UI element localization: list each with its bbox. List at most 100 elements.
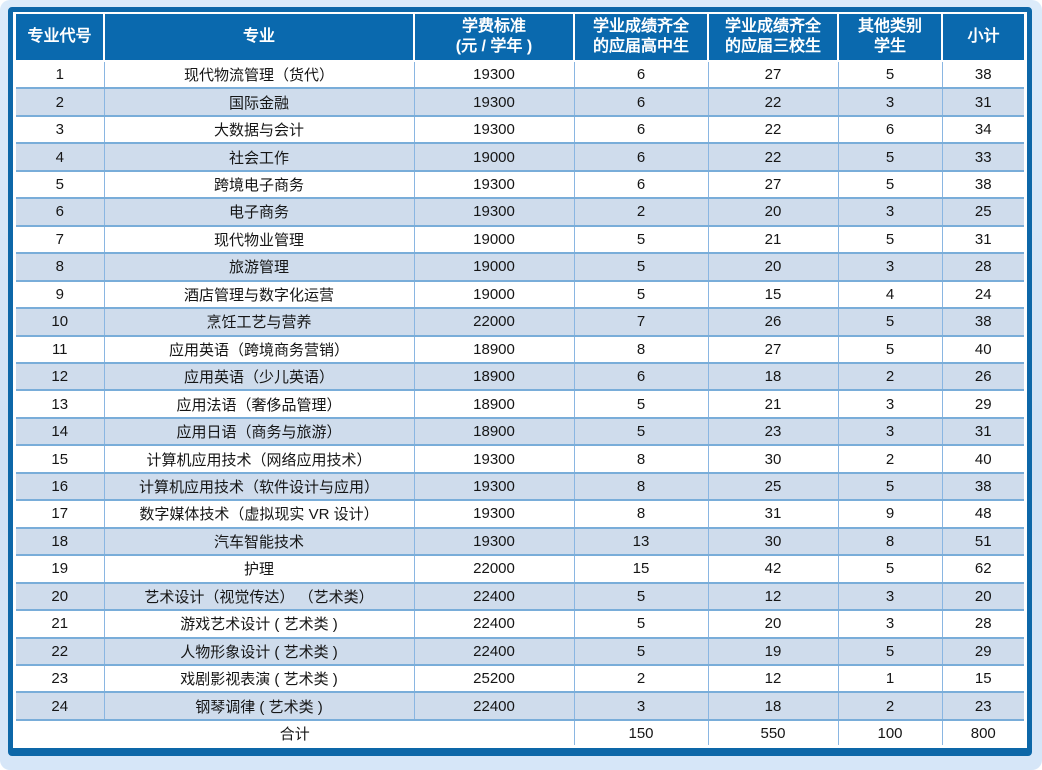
subtotal-cell: 29 [942,390,1024,419]
table-row: 23 戏剧影视表演 ( 艺术类 ) 25200 2 12 1 15 [16,664,1024,694]
other-count-cell: 5 [838,225,943,255]
highschool-count-cell: 7 [574,308,709,337]
highschool-count-cell: 5 [574,610,709,639]
highschool-count-cell: 6 [574,115,709,145]
major-name-cell: 国际金融 [104,88,415,117]
highschool-count-cell: 3 [574,692,709,721]
other-count-cell: 8 [838,527,943,557]
highschool-count-cell: 8 [574,472,709,502]
sanxiao-count-cell: 31 [708,500,839,529]
highschool-count-cell: 5 [574,582,709,612]
total-subtotal-cell: 800 [942,720,1024,745]
tuition-cell: 18900 [414,335,575,365]
highschool-count-cell: 5 [574,417,709,447]
table-row: 8 旅游管理 19000 5 20 3 28 [16,253,1024,282]
major-name-cell: 戏剧影视表演 ( 艺术类 ) [104,664,415,694]
table-header: 专业代号 专业 学费标准 (元 / 学年 ) 学业成绩齐全 的应届高中生 学业成 [16,14,1024,62]
other-count-cell: 3 [838,198,943,227]
major-name-cell: 应用法语（奢侈品管理） [104,390,415,419]
major-name-cell: 现代物业管理 [104,225,415,255]
major-name-cell: 旅游管理 [104,253,415,282]
other-count-cell: 3 [838,417,943,447]
highschool-count-cell: 5 [574,253,709,282]
major-code-cell: 23 [16,664,105,694]
major-name-cell: 计算机应用技术（网络应用技术） [104,445,415,474]
other-count-cell: 5 [838,170,943,200]
subtotal-cell: 23 [942,692,1024,721]
total-label-cell: 合计 [16,720,575,745]
other-count-cell: 5 [838,637,943,666]
highschool-count-cell: 6 [574,61,709,90]
highschool-count-cell: 8 [574,335,709,365]
tuition-cell: 19300 [414,472,575,502]
table-row: 24 钢琴调律 ( 艺术类 ) 22400 3 18 2 23 [16,692,1024,721]
sanxiao-count-cell: 23 [708,417,839,447]
major-name-cell: 应用英语（跨境商务营销） [104,335,415,365]
sanxiao-count-cell: 42 [708,555,839,584]
subtotal-cell: 38 [942,170,1024,200]
sanxiao-count-cell: 27 [708,61,839,90]
table-row: 9 酒店管理与数字化运营 19000 5 15 4 24 [16,280,1024,310]
subtotal-cell: 24 [942,280,1024,310]
other-count-cell: 2 [838,362,943,392]
major-code-cell: 22 [16,637,105,666]
highschool-count-cell: 5 [574,390,709,419]
major-name-cell: 钢琴调律 ( 艺术类 ) [104,692,415,721]
sanxiao-count-cell: 20 [708,610,839,639]
table-row: 17 数字媒体技术（虚拟现实 VR 设计） 19300 8 31 9 48 [16,500,1024,529]
subtotal-cell: 28 [942,610,1024,639]
table-footer: 合计 150 550 100 800 [16,720,1024,745]
highschool-count-cell: 5 [574,225,709,255]
subtotal-cell: 34 [942,115,1024,145]
major-code-cell: 24 [16,692,105,721]
table-body: 1 现代物流管理（货代） 19300 6 27 5 38 2 国际金融 19300 6 22 3 31 3 大… [16,61,1024,721]
other-count-cell: 2 [838,692,943,721]
major-code-cell: 6 [16,198,105,227]
tuition-cell: 19000 [414,143,575,172]
major-name-cell: 社会工作 [104,143,415,172]
highschool-count-cell: 6 [574,143,709,172]
tuition-cell: 18900 [414,417,575,447]
major-code-cell: 16 [16,472,105,502]
major-code-cell: 13 [16,390,105,419]
sanxiao-count-cell: 30 [708,527,839,557]
major-code-cell: 9 [16,280,105,310]
table-row: 6 电子商务 19300 2 20 3 25 [16,198,1024,227]
other-count-cell: 2 [838,445,943,474]
major-code-cell: 1 [16,61,105,90]
tuition-cell: 18900 [414,390,575,419]
total-highschool-cell: 150 [574,720,709,745]
major-code-cell: 15 [16,445,105,474]
major-code-cell: 2 [16,88,105,117]
major-code-cell: 3 [16,115,105,145]
subtotal-cell: 28 [942,253,1024,282]
major-name-cell: 艺术设计（视觉传达） （艺术类） [104,582,415,612]
major-name-cell: 计算机应用技术（软件设计与应用） [104,472,415,502]
major-code-cell: 8 [16,253,105,282]
other-count-cell: 9 [838,500,943,529]
highschool-count-cell: 6 [574,88,709,117]
major-name-cell: 跨境电子商务 [104,170,415,200]
highschool-count-cell: 8 [574,445,709,474]
tuition-cell: 22000 [414,308,575,337]
subtotal-cell: 29 [942,637,1024,666]
header-label: 学费标准 [461,18,526,35]
table-row: 10 烹饪工艺与营养 22000 7 26 5 38 [16,308,1024,337]
tuition-cell: 22400 [414,637,575,666]
sanxiao-count-cell: 20 [708,253,839,282]
other-count-cell: 5 [838,335,943,365]
major-name-cell: 应用英语（少儿英语） [104,362,415,392]
other-count-cell: 3 [838,582,943,612]
major-name-cell: 大数据与会计 [104,115,415,145]
subtotal-cell: 40 [942,445,1024,474]
tuition-cell: 25200 [414,664,575,694]
table-row: 19 护理 22000 15 42 5 62 [16,555,1024,584]
header-label: 学业成绩齐全 [592,18,689,35]
sanxiao-count-cell: 22 [708,143,839,172]
highschool-count-cell: 2 [574,198,709,227]
other-count-cell: 5 [838,472,943,502]
sanxiao-count-cell: 27 [708,170,839,200]
major-name-cell: 数字媒体技术（虚拟现实 VR 设计） [104,500,415,529]
table-row: 22 人物形象设计 ( 艺术类 ) 22400 5 19 5 29 [16,637,1024,666]
